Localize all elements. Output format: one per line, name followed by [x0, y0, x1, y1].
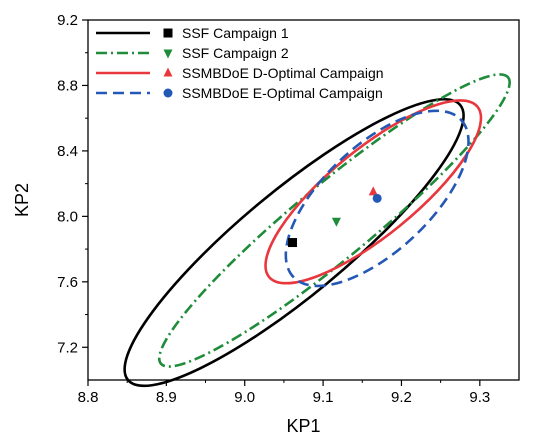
x-axis-label: KP1 [286, 416, 320, 436]
y-tick-label: 7.2 [57, 339, 78, 356]
center-marker-series-2 [368, 186, 378, 196]
ellipse-series-2 [264, 99, 483, 285]
x-tick-label: 9.0 [234, 389, 255, 406]
x-tick-label: 8.9 [156, 389, 177, 406]
x-tick-label: 9.3 [469, 389, 490, 406]
legend-label-series-1: SSF Campaign 2 [182, 45, 289, 61]
y-axis-label: KP2 [12, 183, 32, 217]
x-tick-label: 9.2 [391, 389, 412, 406]
confidence-ellipses [123, 73, 511, 388]
axes [87, 19, 520, 381]
center-marker-series-1 [331, 217, 341, 227]
y-tick-label: 8.8 [57, 77, 78, 94]
center-markers [288, 186, 382, 248]
y-axis-ticks: 7.2 7.6 8.0 8.4 8.8 9.2 [57, 12, 88, 356]
plot-frame [87, 19, 520, 381]
center-marker-series-3 [372, 193, 382, 203]
legend-marker-series-3 [163, 88, 173, 98]
legend-label-series-3: SSMBDoE E-Optimal Campaign [182, 85, 383, 101]
legend-marker-series-0 [163, 28, 173, 38]
x-tick-label: 8.8 [78, 389, 99, 406]
x-tick-label: 9.1 [313, 389, 334, 406]
ellipse-series-3 [284, 109, 470, 288]
legend-marker-series-2 [163, 67, 173, 77]
legend-label-series-2: SSMBDoE D-Optimal Campaign [182, 65, 384, 81]
legend: SSF Campaign 1 SSF Campaign 2 SSMBDoE D-Op… [96, 25, 384, 101]
x-axis-ticks: 8.8 8.9 9.0 9.1 9.2 9.3 [78, 380, 490, 406]
y-tick-label: 8.0 [57, 208, 78, 225]
y-tick-label: 9.2 [57, 12, 78, 29]
y-tick-label: 7.6 [57, 274, 78, 291]
legend-label-series-0: SSF Campaign 1 [182, 25, 289, 41]
center-marker-series-0 [288, 238, 298, 248]
y-tick-label: 8.4 [57, 143, 78, 160]
legend-marker-series-1 [163, 49, 173, 59]
